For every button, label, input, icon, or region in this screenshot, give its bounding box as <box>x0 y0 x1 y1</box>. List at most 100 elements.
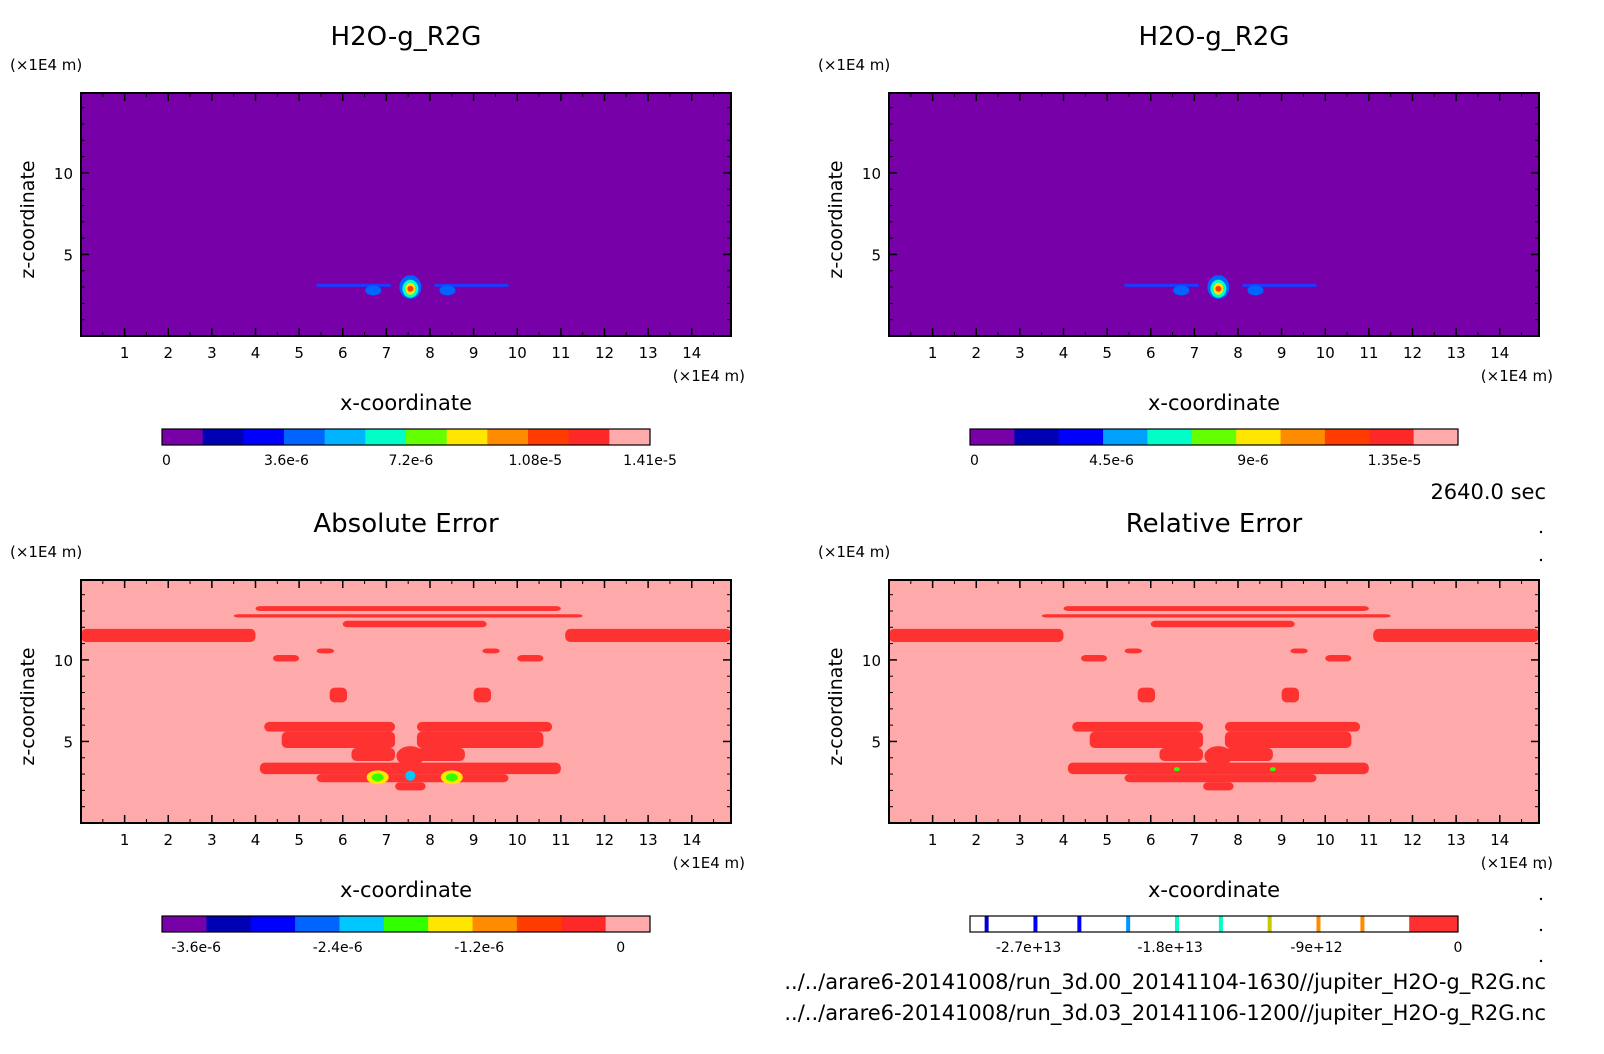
colorbar-contour-line <box>1218 916 1223 932</box>
colorbar-frame <box>161 428 651 446</box>
x-tick-label: 13 <box>1447 344 1466 362</box>
chart-panel-1: H2O-g_R2G(×1E4 m)1 2 3 4 5 6 7 8 9 10 11 12 13 14510(… <box>10 22 745 469</box>
x-tick-label: 7 <box>1190 831 1200 849</box>
error-region <box>1072 721 1204 732</box>
colorbar-segment <box>605 916 651 932</box>
marker-dot <box>1539 897 1543 901</box>
colorbar-segment <box>472 916 518 932</box>
error-region <box>482 648 500 654</box>
x-tick-label: 10 <box>508 344 527 362</box>
x-tick-label: 6 <box>338 831 348 849</box>
colorbar-segment <box>250 916 296 932</box>
x-tick-label: 14 <box>1490 344 1509 362</box>
colorbar-tick-label: 0 <box>970 453 979 469</box>
colorbar-frame <box>969 915 1459 933</box>
colorbar-segment <box>970 429 1015 445</box>
colorbar-segment <box>1324 429 1370 445</box>
x-tick-label: 10 <box>1316 831 1335 849</box>
colorbar-segment <box>1191 429 1237 445</box>
colorbar-tick-label: 0 <box>1454 940 1463 956</box>
error-region <box>264 721 396 732</box>
error-region <box>1373 628 1539 642</box>
x-axis-label: x-coordinate <box>340 391 472 415</box>
time-label: 2640.0 sec <box>1430 480 1546 504</box>
x-axis-label: x-coordinate <box>1148 878 1280 902</box>
error-region <box>1224 747 1273 762</box>
error-region <box>1224 731 1352 748</box>
colorbar-segment <box>568 429 610 445</box>
colorbar-segment <box>609 429 651 445</box>
x-tick-label: 9 <box>1277 831 1287 849</box>
x-tick-label: 8 <box>425 344 435 362</box>
colorbar-tick-label: 7.2e-6 <box>388 453 433 469</box>
field-filament <box>316 283 391 287</box>
x-tick-label: 10 <box>1316 344 1335 362</box>
y-tick-label: 10 <box>862 165 881 183</box>
x-tick-label: 1 <box>120 344 130 362</box>
colorbar-segment <box>1014 429 1060 445</box>
colorbar-segment <box>1409 916 1458 932</box>
x-tick-label: 5 <box>1102 344 1112 362</box>
error-region <box>351 747 396 762</box>
x-tick-label: 7 <box>1190 344 1200 362</box>
colorbar-segment <box>1058 429 1104 445</box>
colorbar-segment <box>487 429 529 445</box>
colorbar-tick-label: -3.6e-6 <box>171 940 221 956</box>
x-tick-label: 11 <box>1359 831 1378 849</box>
x-tick-label: 2 <box>163 831 173 849</box>
x-axis-label: x-coordinate <box>1148 391 1280 415</box>
field-blob <box>365 285 382 296</box>
error-region <box>1204 746 1233 767</box>
x-tick-label: 4 <box>1059 344 1069 362</box>
error-hotspot <box>1173 767 1180 772</box>
error-region <box>416 721 553 732</box>
x-tick-label: 14 <box>682 831 701 849</box>
error-region <box>1089 731 1204 748</box>
file-path: ../../arare6-20141008/run_3d.00_20141104… <box>784 970 1546 995</box>
x-tick-label: 13 <box>639 831 658 849</box>
colorbar-tick-label: -9e+12 <box>1290 940 1342 956</box>
error-region <box>395 782 426 791</box>
colorbar-tick-label: -2.7e+13 <box>996 940 1061 956</box>
y-axis-label: z-coordinate <box>825 160 847 278</box>
colorbar-segment <box>324 429 366 445</box>
x-tick-label: 3 <box>1015 344 1025 362</box>
error-region <box>1063 606 1369 611</box>
colorbar-tick-label: -2.4e-6 <box>313 940 363 956</box>
error-hotspot <box>371 773 384 782</box>
colorbar-segment <box>528 429 570 445</box>
x-tick-label: 6 <box>1146 344 1156 362</box>
error-hotspot <box>1269 767 1276 772</box>
colorbar-segment <box>1413 429 1459 445</box>
colorbar-segment <box>406 429 448 445</box>
colorbar-tick-label: -1.8e+13 <box>1137 940 1202 956</box>
colorbar-frame <box>161 915 651 933</box>
x-tick-label: 3 <box>1015 831 1025 849</box>
x-tick-label: 11 <box>1359 344 1378 362</box>
colorbar-segment <box>428 916 474 932</box>
colorbar-contour-line <box>1126 916 1131 932</box>
marker-dot <box>1539 558 1543 562</box>
colorbar-segment <box>1236 429 1282 445</box>
y-tick-label: 5 <box>63 246 73 264</box>
plot-frame <box>80 579 732 824</box>
plot-frame <box>888 92 1540 337</box>
marker-dot <box>1539 928 1543 932</box>
x-tick-label: 7 <box>382 831 392 849</box>
error-region <box>473 687 492 703</box>
x-unit-label: (×1E4 m) <box>1481 367 1553 385</box>
chart-title: Relative Error <box>1126 509 1303 539</box>
colorbar-tick-label: 1.35e-5 <box>1368 453 1422 469</box>
colorbar-segment <box>284 429 326 445</box>
colorbar-segment <box>365 429 407 445</box>
colorbar-contour-line <box>1360 916 1365 932</box>
x-tick-label: 6 <box>1146 831 1156 849</box>
colorbar-segment <box>162 429 204 445</box>
error-region <box>259 762 561 775</box>
x-tick-label: 12 <box>1403 344 1422 362</box>
x-tick-label: 5 <box>294 344 304 362</box>
error-hotspot <box>445 773 458 782</box>
colorbar: 0 4.5e-6 9e-6 1.35e-5 <box>969 428 1459 469</box>
error-region <box>416 731 544 748</box>
error-region <box>1159 747 1204 762</box>
